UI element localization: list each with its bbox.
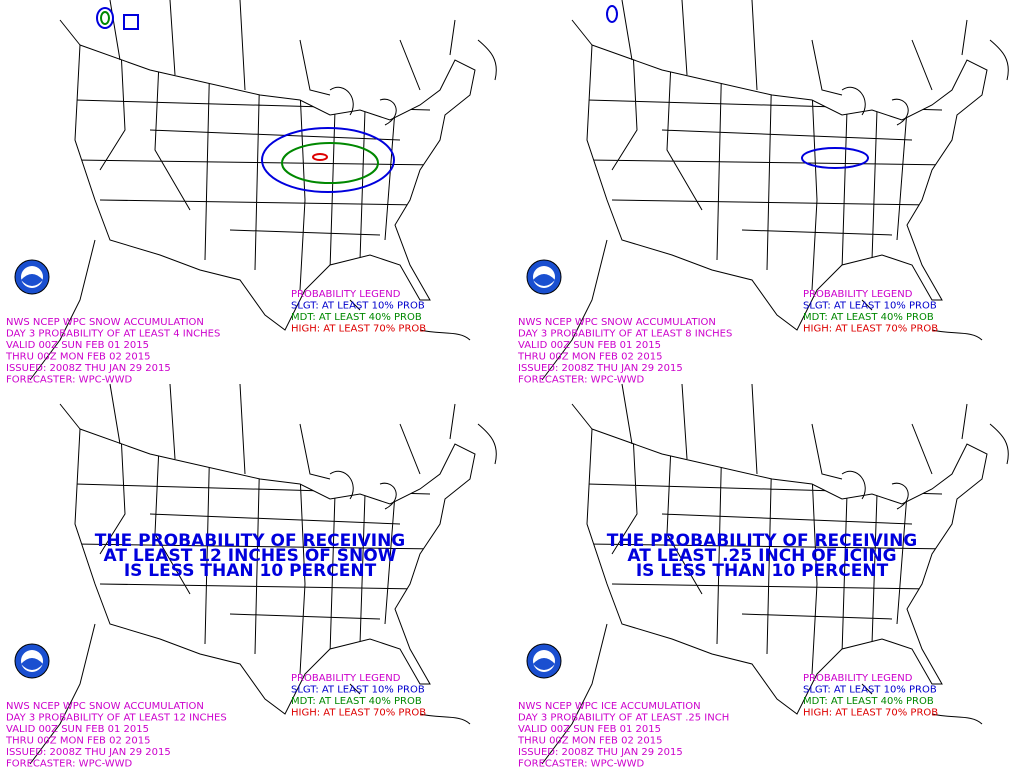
legend-line: HIGH: AT LEAST 70% PROB: [803, 324, 938, 335]
info-line: VALID 00Z SUN FEB 01 2015: [6, 724, 149, 735]
info-line: ISSUED: 2008Z THU JAN 29 2015: [518, 363, 683, 374]
legend-line: SLGT: AT LEAST 10% PROB: [803, 301, 937, 312]
legend-line: PROBABILITY LEGEND: [803, 673, 913, 684]
info-line: THRU 00Z MON FEB 02 2015: [5, 352, 150, 363]
info-line: DAY 3 PROBABILITY OF AT LEAST 4 INCHES: [6, 329, 220, 340]
info-line: DAY 3 PROBABILITY OF AT LEAST 12 INCHES: [6, 713, 227, 724]
info-line: FORECASTER: WPC-WWD: [518, 375, 645, 386]
legend-line: HIGH: AT LEAST 70% PROB: [803, 708, 938, 719]
message-line: IS LESS THAN 10 PERCENT: [124, 561, 377, 581]
legend-line: SLGT: AT LEAST 10% PROB: [291, 301, 425, 312]
legend-line: PROBABILITY LEGEND: [803, 289, 913, 300]
info-line: ISSUED: 2008Z THU JAN 29 2015: [6, 747, 171, 758]
legend-line: MDT: AT LEAST 40% PROB: [803, 312, 934, 323]
message-line: IS LESS THAN 10 PERCENT: [636, 561, 889, 581]
info-line: VALID 00Z SUN FEB 01 2015: [518, 724, 661, 735]
info-line: THRU 00Z MON FEB 02 2015: [517, 736, 662, 747]
message-line: AT LEAST 12 INCHES OF SNOW: [104, 546, 397, 566]
info-line: FORECASTER: WPC-WWD: [6, 759, 133, 768]
info-line: VALID 00Z SUN FEB 01 2015: [518, 340, 661, 351]
legend-line: MDT: AT LEAST 40% PROB: [291, 696, 422, 707]
info-line: DAY 3 PROBABILITY OF AT LEAST 8 INCHES: [518, 329, 732, 340]
info-line: NWS NCEP WPC ICE ACCUMULATION: [518, 701, 701, 712]
legend-line: MDT: AT LEAST 40% PROB: [803, 696, 934, 707]
legend-line: MDT: AT LEAST 40% PROB: [291, 312, 422, 323]
info-line: FORECASTER: WPC-WWD: [518, 759, 645, 768]
info-line: THRU 00Z MON FEB 02 2015: [5, 736, 150, 747]
legend-line: SLGT: AT LEAST 10% PROB: [803, 685, 937, 696]
legend-line: PROBABILITY LEGEND: [291, 673, 401, 684]
info-line: ISSUED: 2008Z THU JAN 29 2015: [518, 747, 683, 758]
info-line: ISSUED: 2008Z THU JAN 29 2015: [6, 363, 171, 374]
info-line: THRU 00Z MON FEB 02 2015: [517, 352, 662, 363]
message-line: THE PROBABILITY OF RECEIVING: [95, 531, 406, 551]
message-line: THE PROBABILITY OF RECEIVING: [607, 531, 918, 551]
info-line: NWS NCEP WPC SNOW ACCUMULATION: [6, 317, 204, 328]
legend-line: HIGH: AT LEAST 70% PROB: [291, 708, 426, 719]
info-line: NWS NCEP WPC SNOW ACCUMULATION: [6, 701, 204, 712]
info-line: FORECASTER: WPC-WWD: [6, 375, 133, 386]
legend-line: PROBABILITY LEGEND: [291, 289, 401, 300]
message-line: AT LEAST .25 INCH OF ICING: [627, 546, 896, 566]
info-line: VALID 00Z SUN FEB 01 2015: [6, 340, 149, 351]
info-line: DAY 3 PROBABILITY OF AT LEAST .25 INCH: [518, 713, 729, 724]
info-line: NWS NCEP WPC SNOW ACCUMULATION: [518, 317, 716, 328]
legend-line: HIGH: AT LEAST 70% PROB: [291, 324, 426, 335]
legend-line: SLGT: AT LEAST 10% PROB: [291, 685, 425, 696]
